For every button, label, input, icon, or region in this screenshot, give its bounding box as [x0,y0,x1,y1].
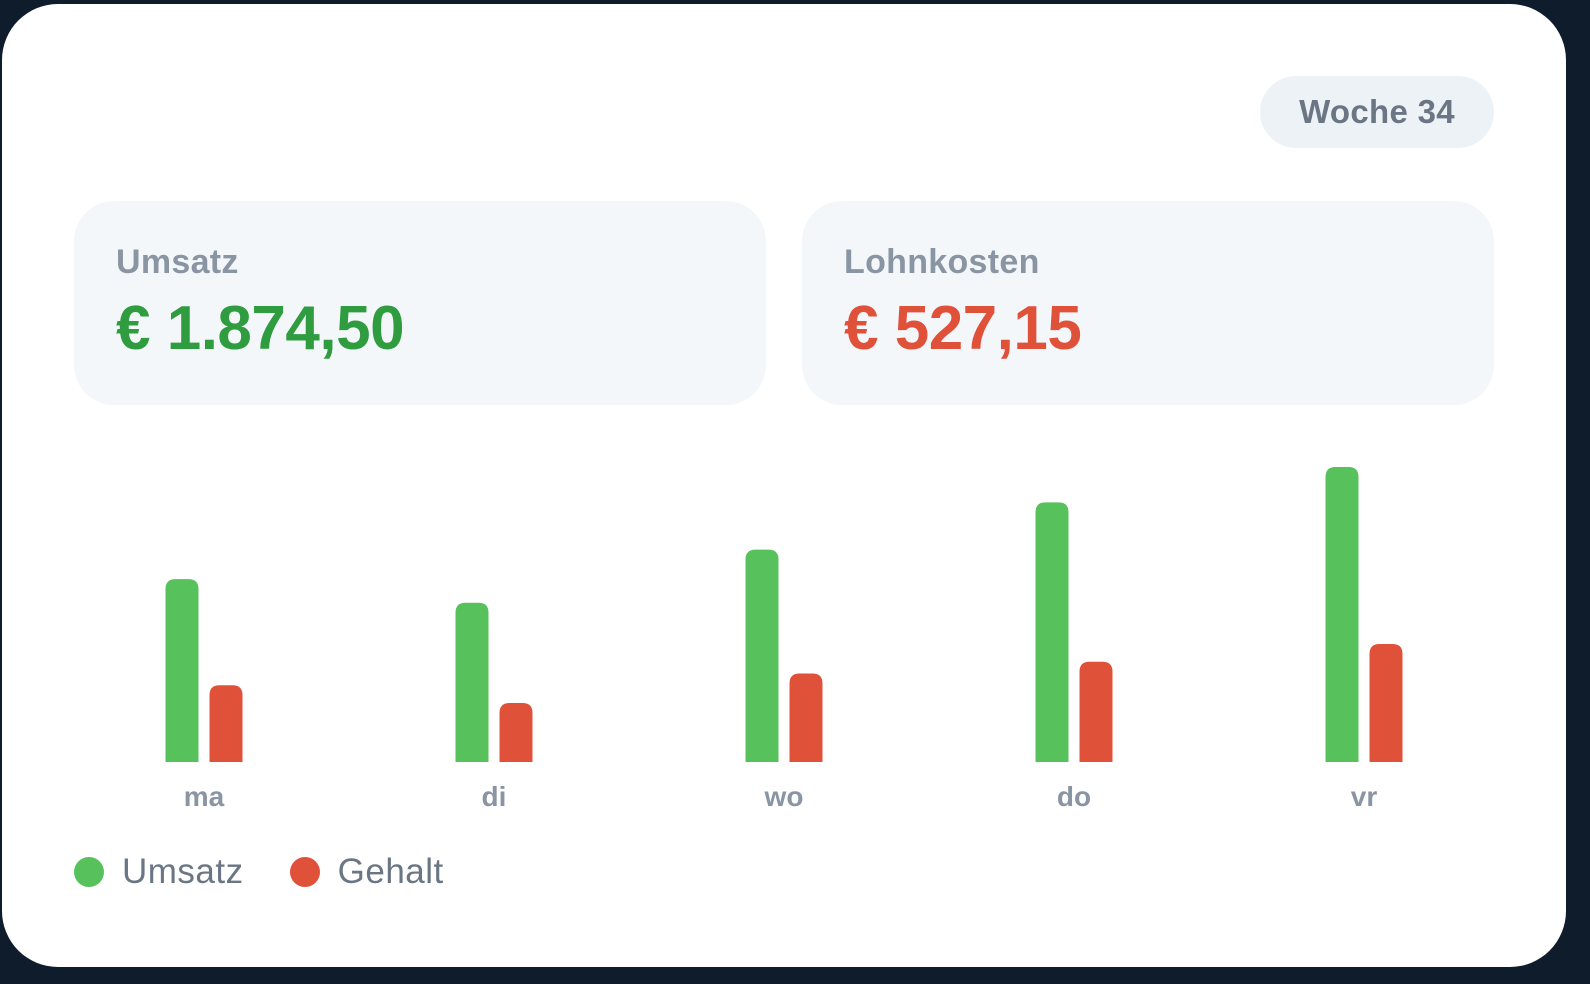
wage-bar-wo [789,673,823,762]
legend-dot [74,857,104,887]
summary-card: Woche 34 Umsatz € 1.874,50 Lohnkosten € … [2,4,1566,967]
x-tick-label-wo: wo [764,781,804,812]
x-tick-label-ma: ma [184,781,225,812]
labor-cost-stat-value: € 527,15 [844,294,1082,363]
revenue-stat-value: € 1.874,50 [116,294,405,363]
legend-item-gehalt: Gehalt [289,852,444,892]
legend-item-umsatz: Umsatz [74,852,244,892]
wage-bar-do [1079,661,1113,762]
legend-label: Gehalt [337,852,444,891]
labor-cost-stat-label: Lohnkosten [844,243,1040,281]
revenue-bar-vr [1325,467,1359,762]
legend-label: Umsatz [122,852,244,891]
labor-cost-stat-card: Lohnkosten € 527,15 [802,201,1494,405]
revenue-bar-ma [165,579,199,762]
x-tick-label-vr: vr [1351,781,1378,812]
revenue-bar-wo [745,549,779,762]
chart-legend: Umsatz Gehalt [74,852,490,892]
week-badge[interactable]: Woche 34 [1260,76,1494,148]
revenue-stat-label: Umsatz [116,243,239,281]
wage-bar-vr [1369,644,1403,762]
wage-bar-ma [209,685,243,762]
legend-dot [289,857,320,887]
bar-chart: ma di wo do vr [165,467,1403,812]
x-tick-label-do: do [1057,781,1091,812]
revenue-bar-di [455,602,489,762]
x-tick-label-di: di [482,781,507,812]
revenue-stat-card: Umsatz € 1.874,50 [74,201,766,405]
revenue-bar-do [1035,502,1069,762]
wage-bar-di [499,703,533,762]
